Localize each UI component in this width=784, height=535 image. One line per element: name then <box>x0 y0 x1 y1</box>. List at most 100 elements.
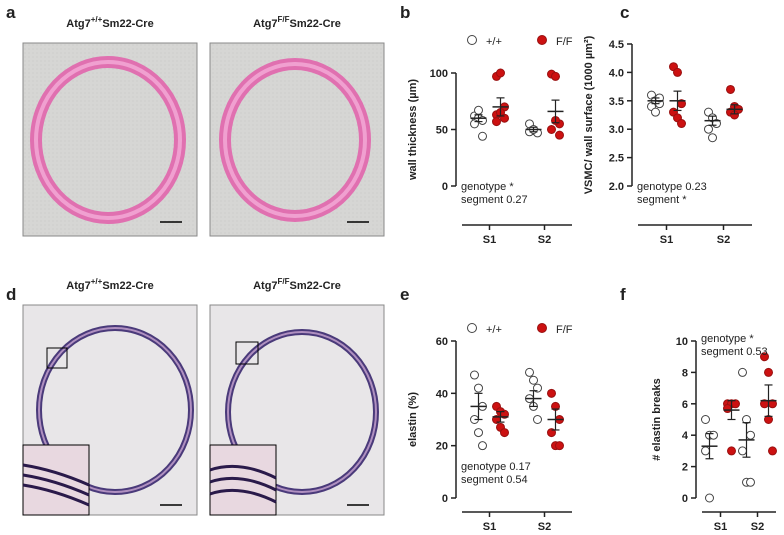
data-point <box>709 430 718 440</box>
y-tick-label: 0 <box>442 493 448 505</box>
data-point <box>525 367 534 377</box>
image-title: Atg7F/FSm22-Cre <box>253 15 341 30</box>
data-point <box>500 428 509 438</box>
data-point <box>474 383 483 393</box>
legend-label: F/F <box>556 36 573 48</box>
panel-label: e <box>400 285 409 304</box>
gene: Atg7 <box>66 280 90 292</box>
genotype: +/+ <box>91 15 103 24</box>
data-point <box>726 84 735 94</box>
data-point <box>723 404 732 414</box>
annotation: segment * <box>637 194 687 206</box>
data-point <box>738 446 747 456</box>
gene: Atg7 <box>253 280 277 292</box>
data-point <box>533 415 542 424</box>
y-tick-label: 100 <box>430 68 448 80</box>
y-tick-label: 4 <box>682 430 689 442</box>
legend-marker <box>537 35 547 45</box>
annotation: segment 0.27 <box>461 194 528 206</box>
y-axis-label: elastin (%) <box>407 392 419 447</box>
x-tick-label: S2 <box>751 521 764 533</box>
image-title: Atg7+/+Sm22-Cre <box>66 15 153 30</box>
driver: Sm22-Cre <box>102 280 153 292</box>
data-point <box>673 67 682 77</box>
x-tick-label: S2 <box>538 234 551 246</box>
y-tick-label: 2.5 <box>609 153 624 165</box>
legend-marker <box>467 35 477 45</box>
legend-label: +/+ <box>486 36 502 48</box>
data-point <box>746 477 755 487</box>
y-tick-label: 60 <box>436 336 448 348</box>
image-d-ff <box>209 304 385 516</box>
data-point <box>701 446 710 456</box>
driver: Sm22-Cre <box>290 280 341 292</box>
y-tick-label: 3.5 <box>609 96 624 108</box>
data-point <box>474 105 483 115</box>
y-tick-label: 0 <box>682 493 688 505</box>
data-point <box>768 446 777 456</box>
legend-marker <box>467 323 477 333</box>
annotation: segment 0.54 <box>461 474 528 486</box>
data-point <box>547 428 556 438</box>
data-point <box>474 428 483 438</box>
panel-label: f <box>620 285 626 304</box>
panel-label: c <box>620 3 629 22</box>
y-tick-label: 6 <box>682 399 688 411</box>
gene: Atg7 <box>253 18 277 30</box>
x-tick-label: S1 <box>714 521 727 533</box>
y-tick-label: 3.0 <box>609 124 624 136</box>
data-point <box>738 367 747 377</box>
data-point <box>651 107 660 117</box>
image-title: Atg7F/FSm22-Cre <box>253 277 341 292</box>
data-point <box>492 117 501 127</box>
x-tick-label: S2 <box>717 234 730 246</box>
x-tick-label: S1 <box>483 521 496 533</box>
data-point <box>551 71 560 81</box>
image-d-wt <box>22 304 198 516</box>
data-point <box>704 124 713 134</box>
legend-label: +/+ <box>486 324 502 336</box>
y-tick-label: 40 <box>436 388 448 400</box>
driver: Sm22-Cre <box>290 18 341 30</box>
y-axis-label: # elastin breaks <box>651 378 663 461</box>
data-point <box>760 352 769 362</box>
data-point <box>727 446 736 456</box>
annotation: genotype 0.17 <box>461 461 531 473</box>
annotation: segment 0.53 <box>701 346 768 358</box>
y-axis-label: wall thickness (µm) <box>407 79 419 181</box>
data-point <box>764 367 773 377</box>
data-point <box>529 375 538 385</box>
data-point <box>470 370 479 380</box>
data-point <box>701 415 710 424</box>
y-tick-label: 20 <box>436 441 448 453</box>
data-point <box>708 133 717 143</box>
annotation: genotype 0.23 <box>637 181 707 193</box>
y-tick-label: 4.5 <box>609 39 624 51</box>
genotype: F/F <box>278 277 290 286</box>
driver: Sm22-Cre <box>102 18 153 30</box>
data-point <box>677 119 686 129</box>
data-point <box>555 441 564 451</box>
data-point <box>533 383 542 393</box>
image-a-wt <box>22 42 198 237</box>
image-a-ff <box>209 42 385 237</box>
data-point <box>478 441 487 451</box>
y-tick-label: 10 <box>676 336 688 348</box>
data-point <box>496 68 505 78</box>
x-tick-label: S1 <box>483 234 496 246</box>
data-point <box>555 130 564 140</box>
data-point <box>547 388 556 398</box>
y-tick-label: 0 <box>442 181 448 193</box>
panel-label: d <box>6 285 16 304</box>
x-tick-label: S2 <box>538 521 551 533</box>
gene: Atg7 <box>66 18 90 30</box>
panel-label: a <box>6 3 16 22</box>
y-axis-label: VSMC/ wall surface (1000 µm²) <box>583 35 595 194</box>
data-point <box>705 493 714 503</box>
y-tick-label: 2 <box>682 462 688 474</box>
x-tick-label: S1 <box>660 234 673 246</box>
genotype: +/+ <box>91 277 103 286</box>
legend-marker <box>537 323 547 333</box>
y-tick-label: 8 <box>682 367 688 379</box>
